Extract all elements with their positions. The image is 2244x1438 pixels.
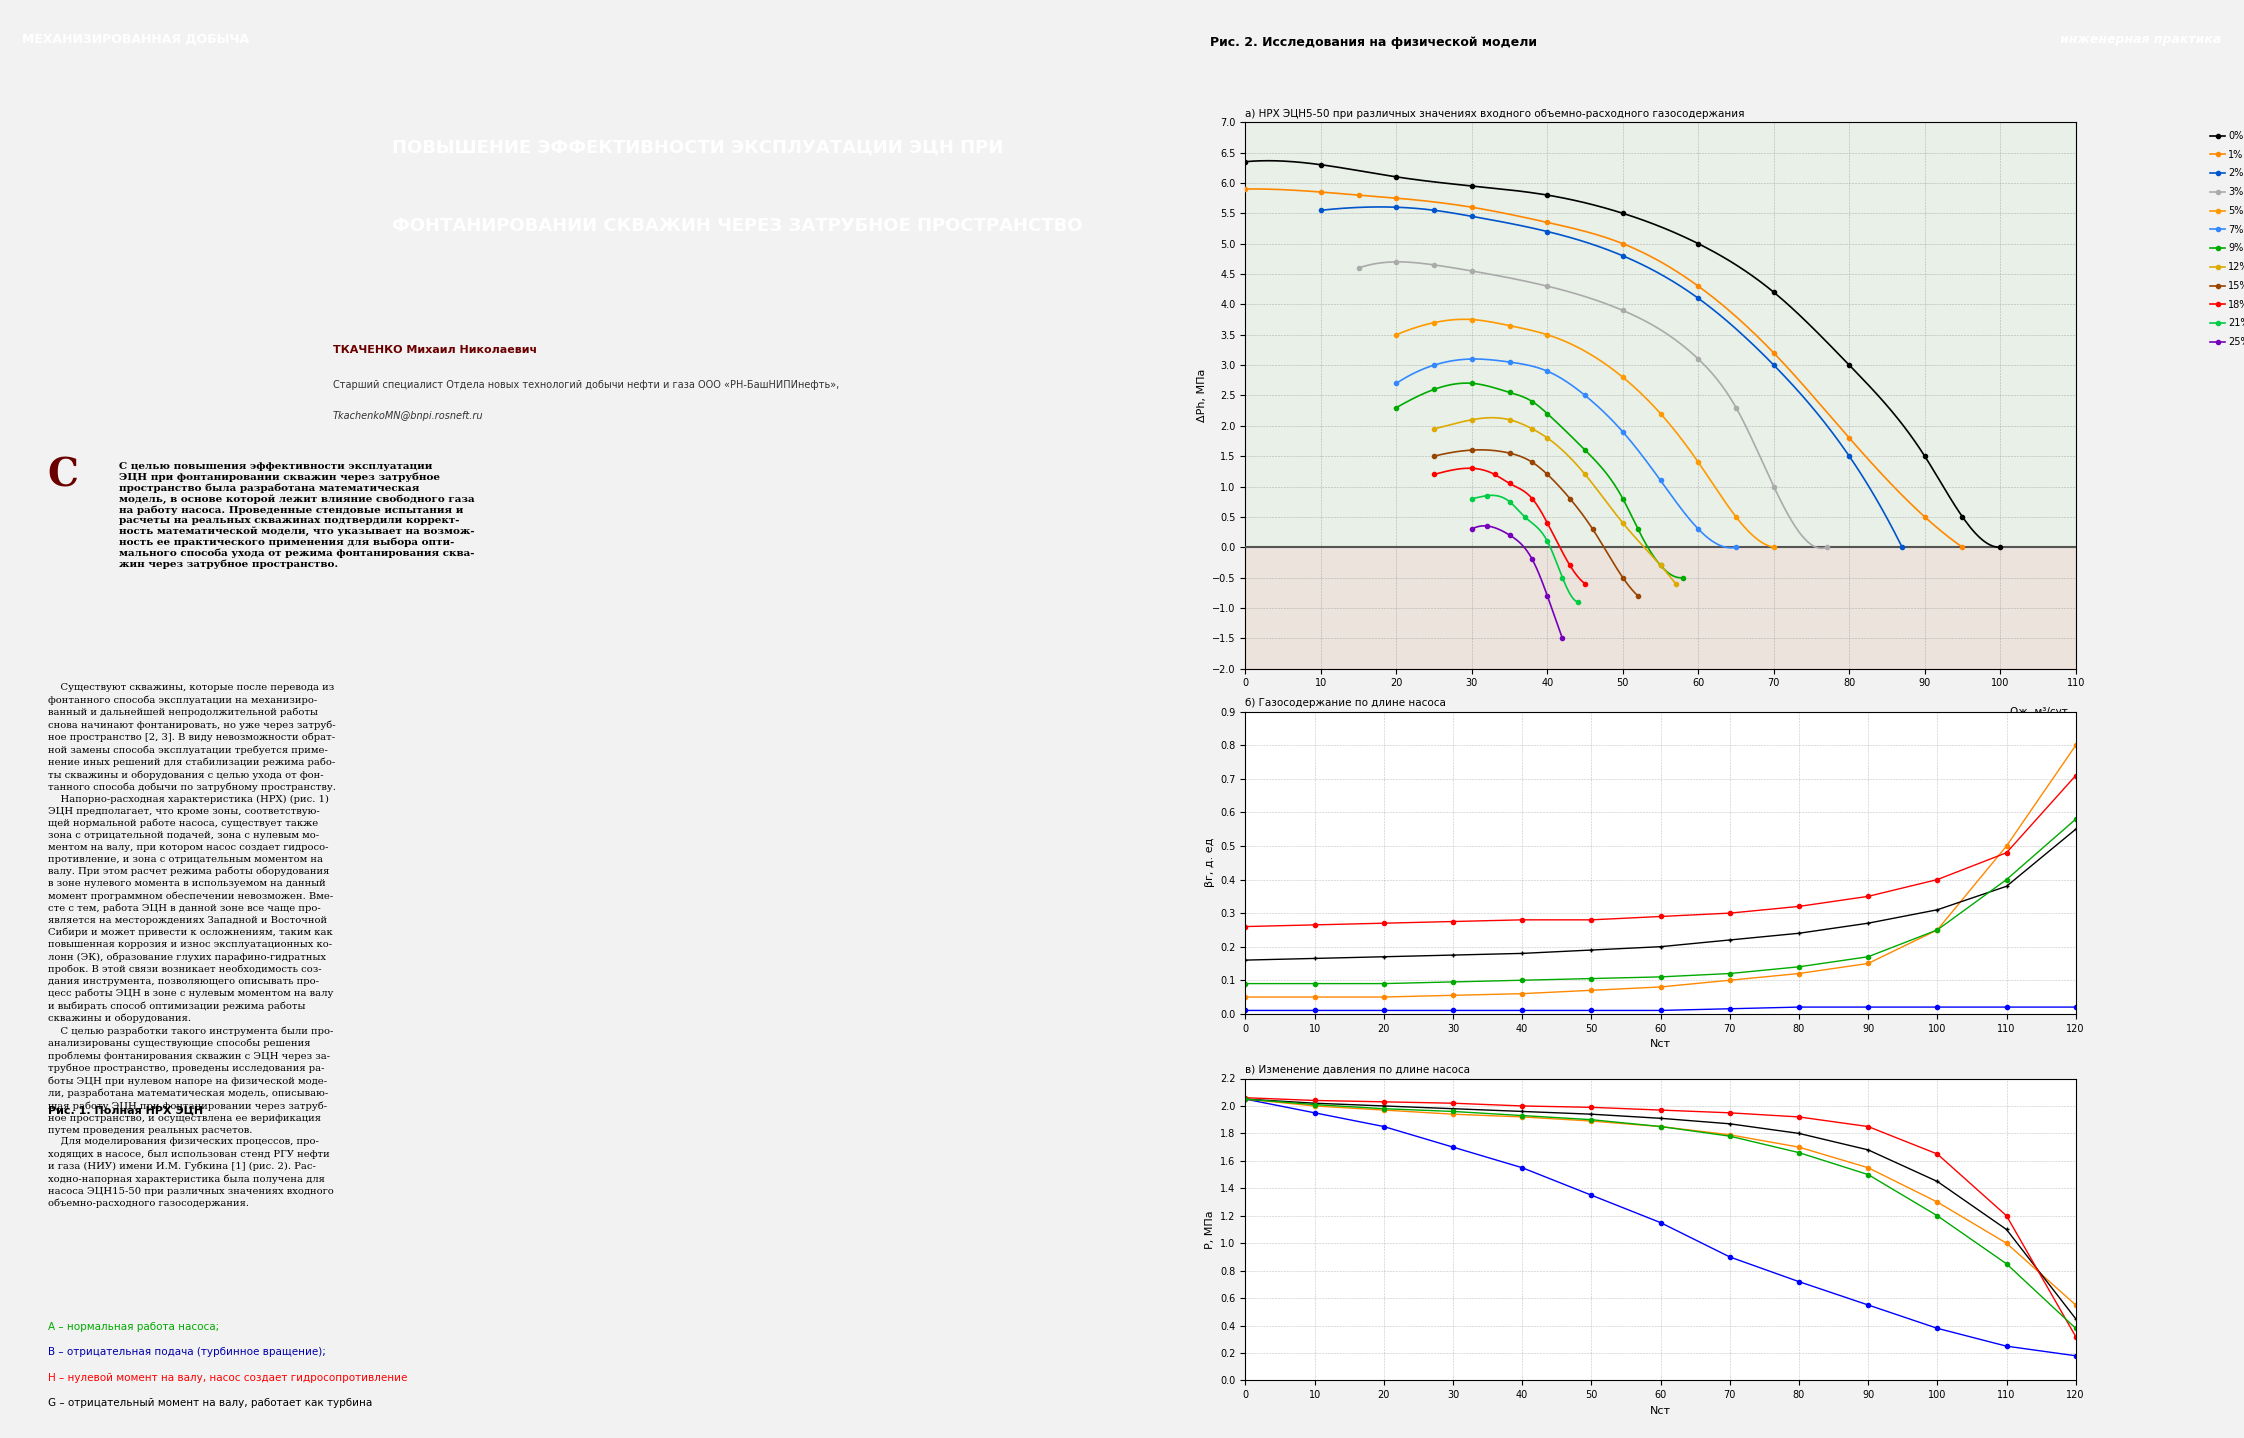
Y-axis label: ΔPh, МПа: ΔPh, МПа <box>1196 368 1207 423</box>
Text: G – отрицательный момент на валу, работает как турбина: G – отрицательный момент на валу, работа… <box>47 1398 373 1408</box>
Text: С целью повышения эффективности эксплуатации
ЭЦН при фонтанировании скважин чере: С целью повышения эффективности эксплуат… <box>119 462 473 569</box>
Text: Рис. 2. Исследования на физической модели: Рис. 2. Исследования на физической модел… <box>1210 36 1537 49</box>
Text: б) Газосодержание по длине насоса: б) Газосодержание по длине насоса <box>1245 699 1447 709</box>
Legend: $\beta$Вх = 0.00%; Qж = 104.46 м³/сут, $\beta$Вх = 5.15%; Qж = 93.81 м³/сут, $\b: $\beta$Вх = 0.00%; Qж = 104.46 м³/сут, $… <box>1490 1114 1831 1169</box>
Text: Qж, м³/сут: Qж, м³/сут <box>2011 707 2067 718</box>
Text: А – нормальная работа насоса;: А – нормальная работа насоса; <box>47 1323 220 1332</box>
Text: Рис. 1. Полная НРХ ЭЦН: Рис. 1. Полная НРХ ЭЦН <box>47 1106 202 1116</box>
Text: МЕХАНИЗИРОВАННАЯ ДОБЫЧА: МЕХАНИЗИРОВАННАЯ ДОБЫЧА <box>22 33 249 46</box>
Text: Старший специалист Отдела новых технологий добычи нефти и газа ООО «РН-БашНИПИне: Старший специалист Отдела новых технолог… <box>332 380 839 390</box>
Y-axis label: P, МПа: P, МПа <box>1205 1211 1214 1248</box>
Text: TkachenkoMN@bnpi.rosneft.ru: TkachenkoMN@bnpi.rosneft.ru <box>332 411 482 421</box>
Text: Насос создает отрицательный перепад давления и работает в качестве
гидравлическо: Насос создает отрицательный перепад давл… <box>1254 735 1602 754</box>
Text: ТКАЧЕНКО Михаил Николаевич: ТКАЧЕНКО Михаил Николаевич <box>332 345 536 355</box>
Text: С: С <box>47 457 79 495</box>
Text: ПОВЫШЕНИЕ ЭФФЕКТИВНОСТИ ЭКСПЛУАТАЦИИ ЭЦН ПРИ: ПОВЫШЕНИЕ ЭФФЕКТИВНОСТИ ЭКСПЛУАТАЦИИ ЭЦН… <box>393 138 1003 157</box>
Text: в) Изменение давления по длине насоса: в) Изменение давления по длине насоса <box>1245 1066 1470 1076</box>
Text: Н – нулевой момент на валу, насос создает гидросопротивление: Н – нулевой момент на валу, насос создае… <box>47 1372 406 1382</box>
Bar <box>1245 548 2076 669</box>
Text: а) НРХ ЭЦН5-50 при различных значениях входного объемно-расходного газосодержани: а) НРХ ЭЦН5-50 при различных значениях в… <box>1245 109 1746 119</box>
Text: Существуют скважины, которые после перевода из
фонтанного способа эксплуатации н: Существуют скважины, которые после перев… <box>47 683 334 1208</box>
Text: инженерная практика: инженерная практика <box>2060 33 2222 46</box>
Y-axis label: βг, д. ед: βг, д. ед <box>1205 838 1214 887</box>
Text: В – отрицательная подача (турбинное вращение);: В – отрицательная подача (турбинное вращ… <box>47 1347 325 1357</box>
X-axis label: Nст: Nст <box>1649 1040 1672 1050</box>
Legend: 0%, 1%, 2%, 3%, 5%, 7%, 9%, 12%, 15%, 18%, 21%, 25%: 0%, 1%, 2%, 3%, 5%, 7%, 9%, 12%, 15%, 18… <box>2206 127 2244 351</box>
Text: ФОНТАНИРОВАНИИ СКВАЖИН ЧЕРЕЗ ЗАТРУБНОЕ ПРОСТРАНСТВО: ФОНТАНИРОВАНИИ СКВАЖИН ЧЕРЕЗ ЗАТРУБНОЕ П… <box>393 217 1084 234</box>
X-axis label: Nст: Nст <box>1649 1406 1672 1416</box>
